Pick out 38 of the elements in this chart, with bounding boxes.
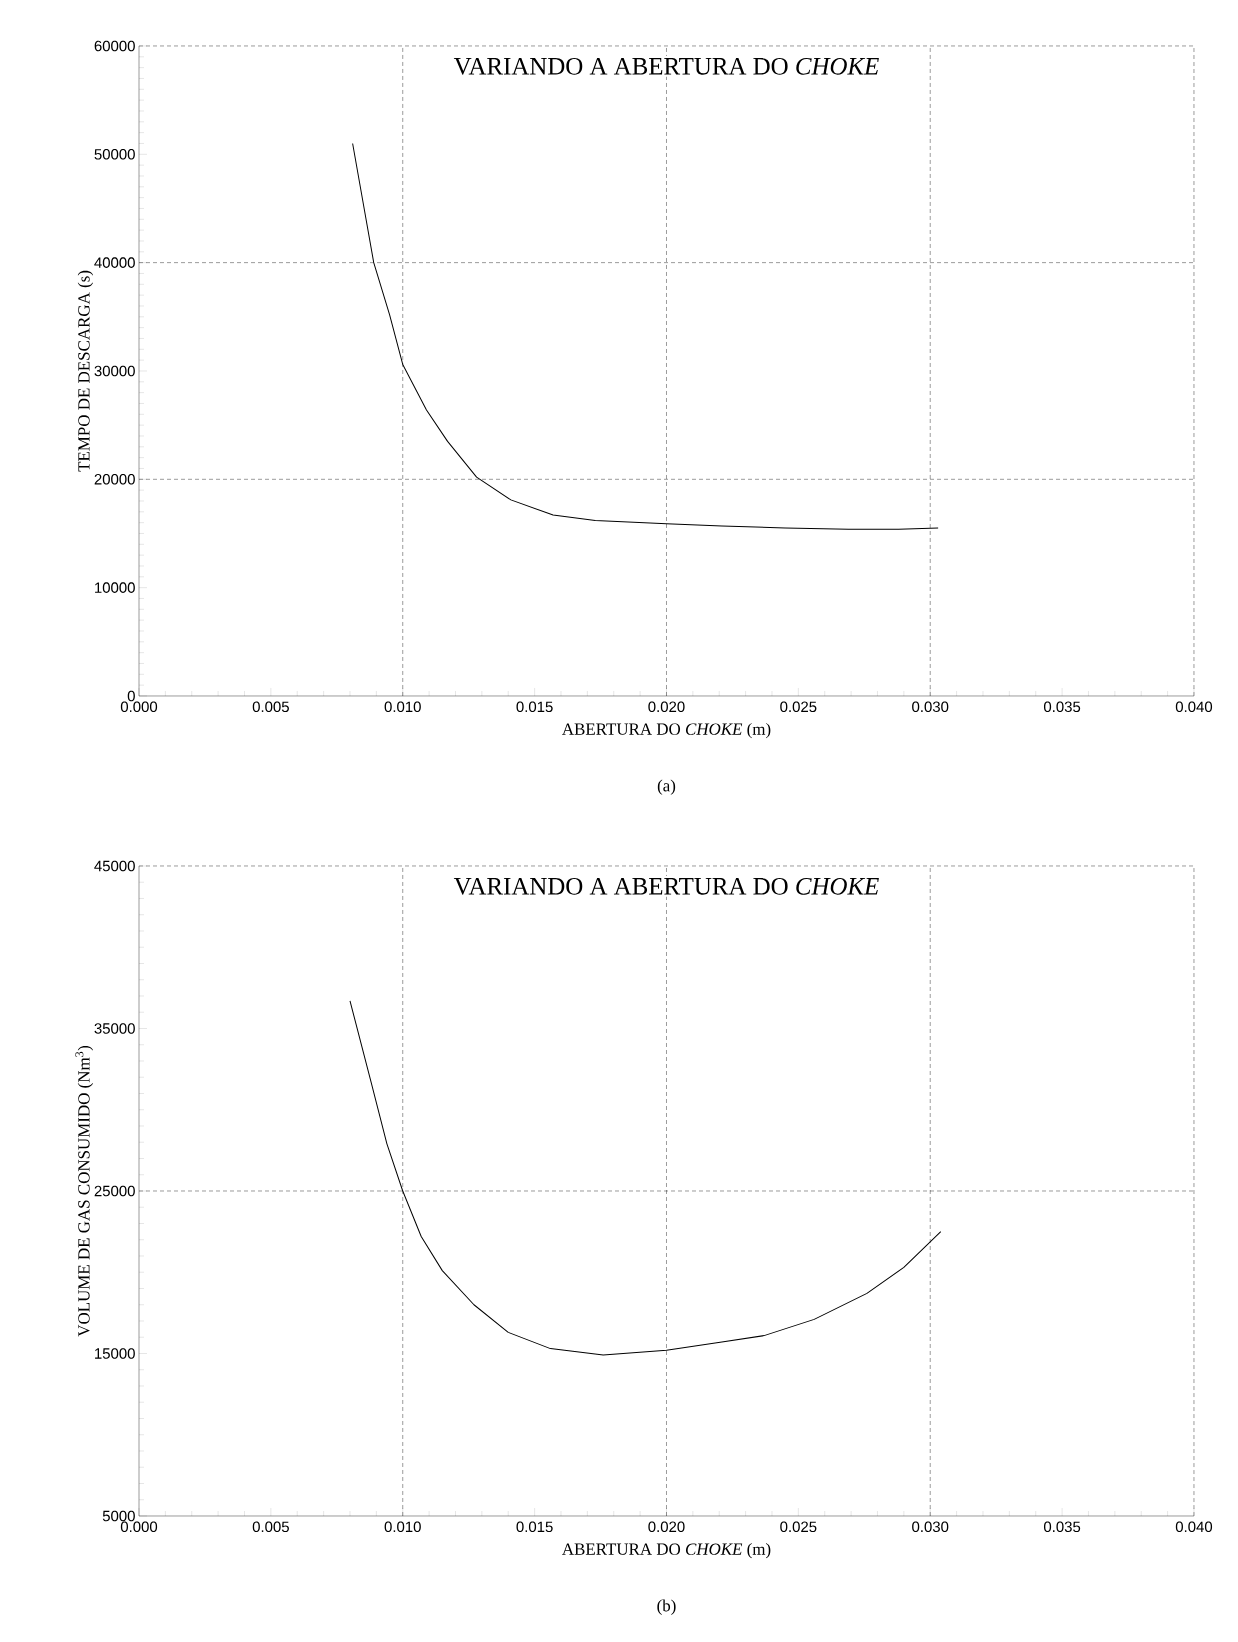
x-tick-label: 0.040	[1175, 1521, 1213, 1533]
x-tick-label: 0.000	[120, 1521, 158, 1533]
x-axis-title: ABERTURA DO CHOKE (m)	[562, 1542, 771, 1559]
y-tick-label: 10000	[95, 582, 135, 593]
x-tick-label: 0.010	[384, 1521, 421, 1533]
x-tick-label: 0.005	[252, 1521, 289, 1533]
text: (b)	[657, 1599, 676, 1615]
y-tick-label: 50000	[94, 149, 135, 160]
x-tick-label: 0.035	[1043, 701, 1081, 713]
text: (a)	[657, 779, 676, 795]
y-tick-label: 0	[127, 690, 135, 702]
y-tick-label: 5000	[102, 1510, 135, 1522]
x-tick-label: 0.020	[648, 701, 685, 713]
y-tick-label: 45000	[94, 860, 135, 872]
x-tick-label: 0.005	[252, 701, 289, 713]
chart-title: VARIANDO A ABERTURA DO CHOKE	[453, 877, 879, 895]
x-axis-title: ABERTURA DO CHOKE (m)	[562, 722, 771, 739]
y-axis-title: VOLUME DE GAS CONSUMIDO (Nm$^{3}$)	[75, 1045, 94, 1337]
y-axis-title: TEMPO DE DESCARGA (s)	[77, 270, 94, 472]
chart-title: VARIANDO A ABERTURA DO CHOKE	[453, 57, 879, 75]
x-tick-label: 0.030	[912, 1521, 949, 1533]
y-tick-label: 40000	[94, 257, 135, 268]
x-tick-label: 0.035	[1043, 1521, 1081, 1533]
x-tick-label: 0.015	[516, 1521, 553, 1533]
x-tick-label: 0.025	[780, 701, 817, 713]
x-tick-label: 0.020	[648, 1521, 685, 1533]
x-tick-label: 0.030	[912, 701, 949, 713]
y-tick-label: 20000	[94, 474, 135, 485]
x-tick-label: 0.025	[780, 1521, 817, 1533]
x-tick-label: 0.000	[120, 701, 158, 713]
y-tick-label: 15000	[95, 1348, 135, 1359]
x-tick-label: 0.010	[384, 701, 421, 713]
y-tick-label: 60000	[94, 40, 135, 52]
x-tick-label: 0.015	[516, 701, 553, 713]
x-tick-label: 0.040	[1175, 701, 1213, 713]
y-tick-label: 30000	[94, 365, 135, 377]
y-tick-label: 35000	[94, 1023, 135, 1034]
y-tick-label: 25000	[94, 1185, 135, 1197]
